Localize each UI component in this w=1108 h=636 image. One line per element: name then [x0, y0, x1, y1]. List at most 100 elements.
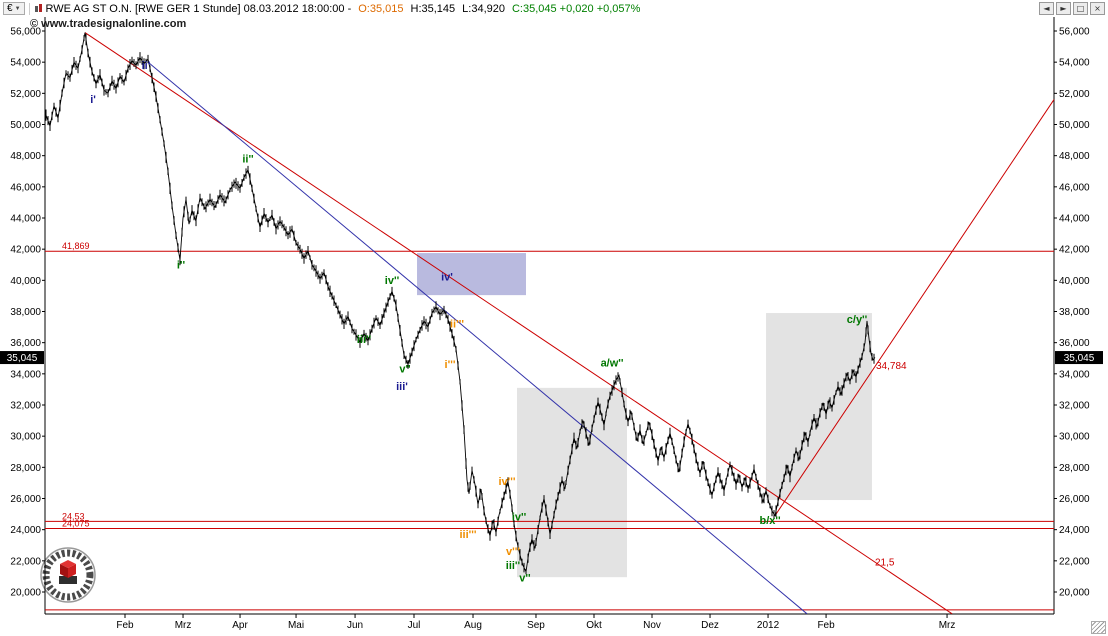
- y-tick-label-left: 52,000: [10, 89, 41, 100]
- x-tick-label: Mai: [288, 620, 304, 631]
- divider: [28, 2, 30, 15]
- y-tick-label-right: 32,000: [1059, 401, 1090, 412]
- wave-label: i': [90, 94, 96, 106]
- y-tick-label-right: 50,000: [1059, 120, 1090, 131]
- y-tick-label-left: 36,000: [10, 338, 41, 349]
- y-tick-label-right: 22,000: [1059, 556, 1090, 567]
- uptrend-from-dez-low: [774, 99, 1055, 516]
- wave-label: i''': [445, 359, 456, 371]
- sep-okt-highlight-zone: [517, 387, 627, 578]
- wave-label: i'': [177, 259, 186, 271]
- dez-feb-highlight-zone: [766, 313, 872, 501]
- scroll-left-button[interactable]: ◄: [1039, 2, 1054, 15]
- scroll-right-button[interactable]: ►: [1056, 2, 1071, 15]
- x-tick-label: Mrz: [175, 620, 192, 631]
- wave-label: iii': [396, 381, 408, 393]
- x-tick-label: Feb: [116, 620, 134, 631]
- wave-label: v'': [519, 572, 531, 584]
- price-label: 34,784: [876, 361, 907, 372]
- y-tick-label-right: 56,000: [1059, 27, 1090, 38]
- resize-grip[interactable]: [1091, 621, 1106, 634]
- y-tick-label-left: 30,000: [10, 432, 41, 443]
- y-tick-label-left: 32,000: [10, 401, 41, 412]
- restore-button[interactable]: □: [1073, 2, 1088, 15]
- y-tick-label-left: 46,000: [10, 182, 41, 193]
- x-tick-label: Nov: [643, 620, 661, 631]
- price-label: 21,5: [875, 557, 895, 568]
- high-value: H:35,145: [410, 2, 456, 15]
- wave-label: iii'': [357, 334, 372, 346]
- y-tick-label-left: 26,000: [10, 494, 41, 505]
- close-value: C:35,045 +0,020 +0,057%: [511, 2, 641, 15]
- y-tick-label-right: 38,000: [1059, 307, 1090, 318]
- y-tick-label-right: 40,000: [1059, 276, 1090, 287]
- wave-label: iv': [441, 272, 453, 284]
- logo-pedestal: [59, 576, 77, 584]
- y-tick-label-right: 24,000: [1059, 525, 1090, 536]
- wave-label: ii''': [450, 318, 464, 330]
- y-tick-label-right: 26,000: [1059, 494, 1090, 505]
- price-series-bars: [45, 34, 875, 575]
- downtrend-from-feb-2011-high: [84, 32, 953, 615]
- y-tick-label-left: 56,000: [10, 27, 41, 38]
- y-tick-label-right: 20,000: [1059, 588, 1090, 599]
- logo-cube-left: [60, 564, 68, 578]
- y-tick-label-left: 24,000: [10, 525, 41, 536]
- wave-label: a/w'': [601, 357, 624, 369]
- x-tick-label: Dez: [701, 620, 719, 631]
- y-tick-label-right: 46,000: [1059, 182, 1090, 193]
- y-tick-label-left: 38,000: [10, 307, 41, 318]
- y-tick-label-right: 28,000: [1059, 463, 1090, 474]
- currency-selector[interactable]: € ▼: [3, 2, 25, 15]
- y-tick-label-left: 40,000: [10, 276, 41, 287]
- y-tick-label-right: 54,000: [1059, 58, 1090, 69]
- wave-label: b/x'': [760, 515, 782, 527]
- wave-label: iv'': [512, 512, 527, 524]
- x-tick-label: Okt: [586, 620, 602, 631]
- y-tick-label-right: 44,000: [1059, 214, 1090, 225]
- wave-label: iii''': [459, 529, 476, 541]
- y-tick-label-right: 34,000: [1059, 369, 1090, 380]
- last-price-left: 35,045: [7, 353, 38, 364]
- low-value: L:34,920: [462, 2, 505, 15]
- y-tick-label-left: 34,000: [10, 369, 41, 380]
- currency-label: €: [7, 3, 13, 14]
- y-tick-label-right: 52,000: [1059, 89, 1090, 100]
- wave-label: iv''': [499, 476, 516, 488]
- price-line-label: 24,075: [62, 518, 90, 528]
- instrument-icon: [34, 3, 43, 14]
- last-price-badge-right: [1055, 351, 1103, 365]
- y-tick-label-right: 42,000: [1059, 245, 1090, 256]
- open-value: O:35,015: [358, 2, 404, 15]
- wave-label: iii'': [506, 560, 521, 572]
- y-tick-label-left: 54,000: [10, 58, 41, 69]
- y-tick-label-right: 48,000: [1059, 151, 1090, 162]
- price-series-line: [45, 32, 876, 574]
- close-button[interactable]: ×: [1090, 2, 1105, 15]
- tradesignal-logo: [40, 547, 96, 603]
- x-tick-label: Apr: [232, 620, 248, 631]
- y-tick-label-right: 30,000: [1059, 432, 1090, 443]
- wave-label: v''': [506, 546, 520, 558]
- price-line-label: 41,869: [62, 241, 90, 251]
- y-tick-label-right: 36,000: [1059, 338, 1090, 349]
- last-price-right: 35,045: [1064, 353, 1095, 364]
- inner-downtrend-blue: [147, 61, 808, 615]
- logo-wreath: [42, 549, 94, 601]
- chart-header: € ▼ RWE AG ST O.N. [RWE GER 1 Stunde] 08…: [0, 0, 1108, 17]
- y-tick-label-left: 28,000: [10, 463, 41, 474]
- y-tick-label-left: 22,000: [10, 556, 41, 567]
- x-tick-label: Jul: [408, 620, 421, 631]
- wave-label: c/y'': [847, 314, 868, 326]
- wave-label: ii': [142, 60, 151, 72]
- chart-title: RWE AG ST O.N. [RWE GER 1 Stunde] 08.03.…: [45, 2, 352, 15]
- watermark: © www.tradesignalonline.com: [30, 18, 186, 30]
- y-tick-label-left: 48,000: [10, 151, 41, 162]
- x-tick-label: Sep: [527, 620, 545, 631]
- logo-cube-right: [68, 564, 76, 578]
- y-tick-label-left: 42,000: [10, 245, 41, 256]
- x-tick-label: Mrz: [939, 620, 956, 631]
- x-tick-label: Feb: [817, 620, 835, 631]
- wave-label: iv'': [385, 275, 400, 287]
